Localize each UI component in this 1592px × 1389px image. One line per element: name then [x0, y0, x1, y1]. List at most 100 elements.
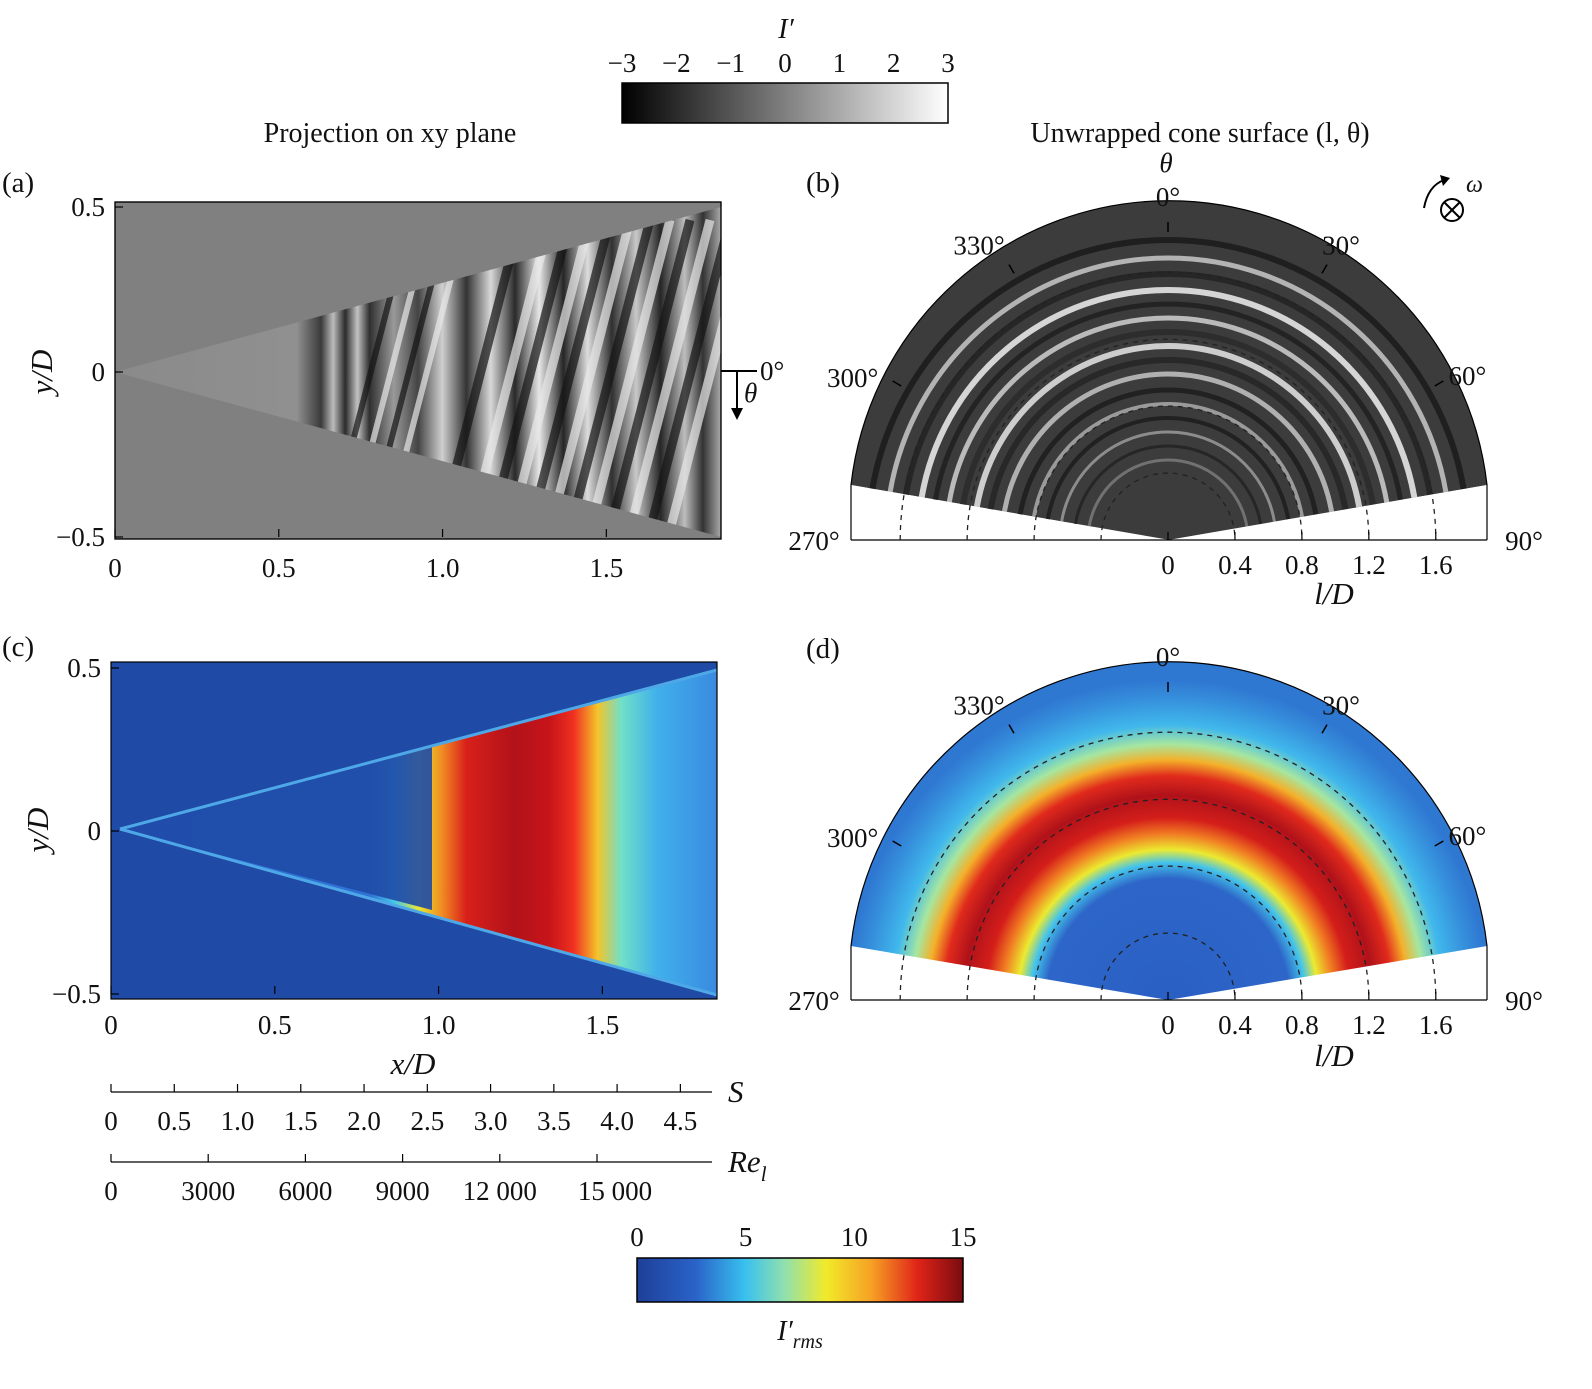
panel-b-r-tick-label: 1.6 — [1419, 550, 1453, 580]
panel-d-r-tick-label: 0.4 — [1218, 1010, 1252, 1040]
panel-d-r-tick-label: 0 — [1161, 1010, 1175, 1040]
panel-b-wave-ring — [960, 329, 1376, 506]
panel-b-title: Unwrapped cone surface (l, θ) — [1030, 118, 1369, 149]
colorbar-rms: 0 5 10 15 I′rms — [630, 1222, 976, 1353]
panel-c-x-tick-label: 1.5 — [585, 1010, 619, 1040]
into-page-icon — [1440, 198, 1464, 222]
colorbar-rms-ticks: 0 5 10 15 — [630, 1222, 976, 1252]
panel-d-angle-tick-mark — [1434, 840, 1444, 847]
colorbar-intensity-tick-label: −2 — [662, 48, 691, 78]
panel-b-wave-ring — [1032, 402, 1304, 518]
panel-b-wave-ring — [1017, 387, 1319, 515]
colorbar-intensity: I′ −3 −2 −1 0 1 2 3 — [608, 14, 955, 124]
panel-c-x-label: x/D — [390, 1046, 436, 1081]
rotation-symbol: ω — [1423, 172, 1483, 222]
colorbar-intensity-tick-label: −1 — [716, 48, 745, 78]
panel-c: (c) 0 0.5 1.0 1.5 0.50−0.5 y/D x/D 0 0.5 1.0 1… — [2, 631, 767, 1206]
panel-b-dashed-circle — [899, 271, 1437, 541]
panel-b-angle-tick-mark — [1008, 264, 1015, 274]
axis-Re-tick-label: 6000 — [278, 1176, 332, 1206]
colorbar-intensity-tick-label: −3 — [608, 48, 637, 78]
rotation-omega-label: ω — [1466, 172, 1483, 198]
theta-zero-label: 0° — [760, 356, 784, 386]
colorbar-rms-label: I′rms — [776, 1316, 823, 1353]
panel-b-r-tick-label: 0.8 — [1285, 550, 1319, 580]
panel-b-angle-label: 90° — [1505, 526, 1543, 556]
panel-b-wave-ring — [1001, 371, 1335, 513]
panel-d-r-label: l/D — [1314, 1038, 1354, 1073]
panel-b-angle-label: 30° — [1322, 231, 1360, 261]
panel-c-y-ticks: 0.5 0 −0.5 — [52, 653, 119, 1009]
panel-a-title: Projection on xy plane — [264, 118, 517, 149]
panel-c-x-ticks: 0 0.5 1.0 1.5 — [104, 986, 619, 1040]
axis-Re-tick-label: 0 — [104, 1176, 118, 1206]
panel-d-angle-label: 300° — [827, 823, 878, 853]
panel-b-r-label: l/D — [1314, 576, 1354, 611]
panel-c-x-tick-label: 1.0 — [422, 1010, 456, 1040]
colorbar-intensity-label: I′ — [777, 14, 794, 45]
panel-a-stripe — [605, 218, 695, 532]
panel-a-frame-top — [114, 201, 722, 540]
panel-b-wave-ring — [887, 255, 1449, 493]
panel-b-wave-ring — [869, 237, 1467, 490]
panel-b-label: (b) — [806, 167, 840, 199]
axis-S-tick-label: 0.5 — [157, 1106, 191, 1136]
panel-b-mask-right — [1168, 485, 1487, 540]
panel-b-outline — [850, 200, 1488, 540]
panel-a-stripe — [505, 218, 595, 532]
axis-S-tick-label: 0 — [104, 1106, 118, 1136]
panel-b-angle-label: 0° — [1156, 182, 1180, 212]
panel-d-angle-label: 30° — [1322, 691, 1360, 721]
colorbar-intensity-tick-label: 3 — [941, 48, 955, 78]
rotation-arrow-icon — [1423, 179, 1445, 209]
theta-arrow-icon — [731, 408, 743, 420]
panel-d-dashed-circle — [966, 799, 1370, 1001]
panel-b-dashed-circles — [899, 271, 1437, 541]
panel-b-angle-label: 60° — [1448, 361, 1486, 391]
panel-d-polar-field — [851, 661, 1487, 1000]
panel-b-radial-ticks: 0 0.4 0.8 1.2 1.6 — [1161, 532, 1453, 580]
panel-b-angle-label: 270° — [788, 526, 839, 556]
panel-a-x-ticks: 0 0.5 1.0 1.5 — [108, 529, 623, 583]
panel-d-label: (d) — [806, 633, 840, 665]
panel-d-radial-ticks: 0 0.4 0.8 1.2 1.6 — [1161, 992, 1453, 1040]
panel-b-wave-rings — [851, 237, 1487, 540]
panel-b-angle-tick-mark — [1321, 264, 1328, 274]
panel-a-y-label: y/D — [24, 350, 59, 398]
panel-b-mask-left — [851, 485, 1168, 540]
panel-a-stripe — [645, 218, 721, 532]
panel-b-wave-ring — [946, 315, 1390, 503]
panel-b-wave-ring — [932, 301, 1404, 501]
panel-b-wave-ring — [1060, 430, 1276, 522]
panel-b-wave-ring — [918, 287, 1418, 499]
panel-b-angle-tick-mark — [1434, 380, 1444, 387]
panel-b-angle-ticks: 0° 30° 60° 90° 270° 300° 330° — [788, 182, 1543, 556]
panel-b-angle-label: 330° — [953, 231, 1004, 261]
panel-a-stripe — [565, 218, 655, 532]
colorbar-intensity-tick-label: 2 — [887, 48, 901, 78]
panel-d-angle-label: 270° — [788, 986, 839, 1016]
colorbar-rms-tick-label: 0 — [630, 1222, 644, 1252]
axis-Re-label: Rel — [727, 1144, 767, 1186]
panel-d-r-tick-label: 1.2 — [1352, 1010, 1386, 1040]
axis-Re-tick-label: 15 000 — [578, 1176, 652, 1206]
colorbar-rms-tick-label: 10 — [841, 1222, 868, 1252]
axis-S: 0 0.5 1.0 1.5 2.0 2.5 3.0 3.5 4.0 4.5 S — [104, 1074, 743, 1136]
panel-a-y-tick-label: 0 — [92, 357, 106, 387]
panel-d-angle-tick-mark — [1321, 724, 1328, 734]
theta-marker: 0° θ — [721, 356, 784, 420]
panel-c-label: (c) — [2, 631, 34, 663]
axis-S-tick-label: 4.5 — [663, 1106, 697, 1136]
panel-b-theta-label: θ — [1159, 148, 1172, 178]
panel-d-outline — [850, 661, 1488, 1000]
panel-c-y-tick-label: 0 — [88, 816, 102, 846]
panel-d-dashed-circle — [899, 731, 1437, 1001]
panel-d-angle-ticks: 0° 30° 60° 90° 270° 300° 330° — [788, 642, 1543, 1016]
panel-d-angle-label: 60° — [1448, 821, 1486, 851]
panel-c-y-tick-label: −0.5 — [52, 979, 101, 1009]
panel-a-y-tick-label: −0.5 — [56, 522, 105, 552]
panel-a-stripe — [585, 218, 675, 532]
axis-S-tick-label: 2.5 — [410, 1106, 444, 1136]
panel-d-angle-tick-mark — [892, 840, 902, 847]
